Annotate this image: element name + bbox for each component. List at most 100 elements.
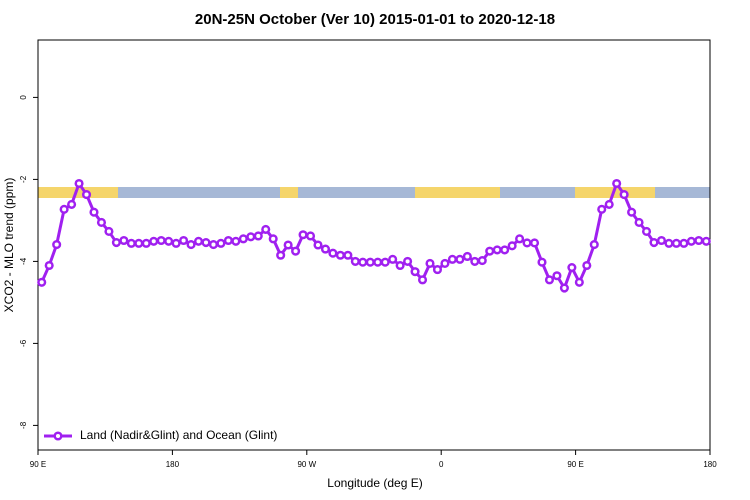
data-point [111, 237, 121, 248]
data-point [179, 235, 189, 246]
data-point [89, 207, 99, 217]
data-point [119, 235, 129, 246]
data-point [567, 263, 577, 273]
data-point [574, 277, 584, 287]
data-point [246, 232, 256, 242]
data-point [679, 238, 689, 248]
data-point [343, 250, 353, 260]
data-point [193, 236, 204, 246]
data-point [380, 257, 390, 267]
data-point [104, 226, 114, 237]
data-point [298, 230, 308, 240]
data-point [686, 236, 696, 246]
x-tick-label: 180 [703, 460, 717, 469]
data-point [582, 260, 592, 271]
data-point [410, 267, 420, 277]
x-tick-label: 90 W [297, 460, 316, 469]
data-point [612, 178, 622, 189]
data-point [134, 238, 144, 248]
x-axis-label: Longitude (deg E) [327, 476, 422, 490]
data-point [641, 226, 652, 237]
data-point [81, 190, 92, 200]
data-point [604, 199, 614, 209]
data-point [388, 254, 398, 264]
y-tick-label: 0 [19, 95, 28, 100]
data-point [350, 256, 360, 266]
data-point [335, 250, 345, 260]
data-point [656, 235, 667, 246]
data-point [59, 204, 69, 214]
data-point [432, 265, 443, 275]
data-point [664, 238, 674, 248]
data-point [313, 240, 323, 250]
map-strip [38, 187, 710, 198]
data-point [395, 260, 405, 271]
data-point [231, 236, 241, 246]
data-point [223, 235, 233, 246]
data-point [701, 236, 711, 246]
data-point [500, 245, 510, 255]
data-point [201, 237, 211, 248]
data-point [373, 257, 383, 267]
data-point [268, 234, 278, 244]
data-point [649, 237, 659, 248]
data-point [425, 258, 435, 269]
data-point [74, 178, 84, 189]
data-point [37, 277, 47, 287]
x-tick-label: 180 [166, 460, 180, 469]
data-point [149, 236, 159, 246]
data-point [305, 231, 316, 241]
data-point [515, 234, 525, 244]
data-point [291, 246, 301, 256]
x-tick-label: 90 E [567, 460, 583, 469]
data-point [492, 245, 502, 255]
data-point [417, 275, 428, 285]
data-point [44, 260, 54, 271]
data-point [507, 241, 517, 251]
data-point [365, 257, 375, 267]
data-point [597, 204, 607, 214]
data-point [261, 224, 271, 234]
data-point [67, 199, 77, 209]
data-point [671, 238, 681, 248]
data-point [171, 238, 181, 248]
series-line [40, 180, 707, 292]
data-point [403, 256, 413, 266]
data-point [440, 258, 450, 269]
data-point [694, 235, 704, 246]
data-point [283, 240, 293, 250]
data-point [455, 254, 465, 264]
y-axis-label: XCO2 - MLO trend (ppm) [2, 178, 16, 313]
data-point [276, 250, 286, 260]
data-point [52, 240, 62, 250]
data-point [358, 257, 368, 267]
data-point [238, 234, 248, 244]
y-tick-label: -4 [19, 257, 28, 265]
data-point [126, 238, 136, 248]
data-point [253, 231, 263, 241]
data-point [552, 271, 562, 281]
legend-marker [53, 431, 63, 441]
data-point [141, 238, 151, 248]
data-point [529, 238, 540, 248]
data-point [156, 235, 166, 246]
data-point [216, 238, 226, 248]
y-tick-label: -6 [19, 339, 28, 347]
data-point [186, 240, 196, 250]
data-point [589, 240, 599, 250]
legend-label: Land (Nadir&Glint) and Ocean (Glint) [80, 428, 277, 442]
data-point [320, 244, 331, 254]
x-tick-label: 90 E [30, 460, 46, 469]
data-point [559, 283, 569, 293]
data-point [328, 248, 338, 258]
data-point [634, 217, 644, 227]
chart-title: 20N-25N October (Ver 10) 2015-01-01 to 2… [195, 11, 555, 28]
data-point [537, 257, 547, 267]
data-point [164, 236, 174, 246]
data-point [477, 256, 487, 266]
data-point [447, 254, 457, 264]
data-point [470, 256, 480, 266]
x-tick-label: 0 [439, 460, 444, 469]
data-point [544, 275, 555, 285]
